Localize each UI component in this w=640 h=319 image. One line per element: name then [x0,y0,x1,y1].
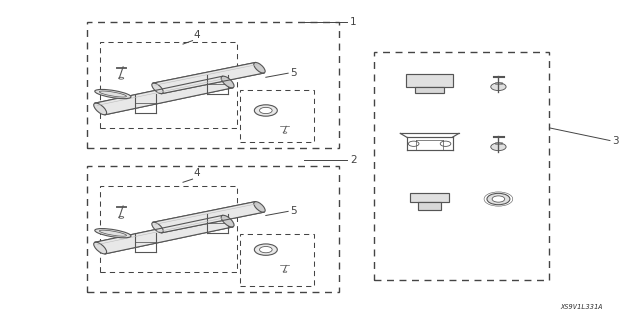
Circle shape [487,193,510,205]
Ellipse shape [152,222,163,233]
Ellipse shape [95,229,131,238]
Circle shape [431,78,442,84]
Circle shape [260,247,272,253]
Polygon shape [410,193,449,202]
Circle shape [254,244,277,255]
Bar [241,234,314,286]
Ellipse shape [254,63,265,73]
Ellipse shape [219,214,228,220]
Ellipse shape [95,89,131,99]
Ellipse shape [149,95,154,98]
Bar [241,90,314,142]
Circle shape [254,105,277,116]
Circle shape [260,108,272,114]
Polygon shape [418,202,442,210]
Bar [100,186,237,272]
Text: 2: 2 [350,154,356,165]
Circle shape [412,78,422,84]
Ellipse shape [219,75,228,81]
Polygon shape [153,63,264,93]
Ellipse shape [221,77,225,79]
Circle shape [440,141,451,146]
Ellipse shape [254,202,265,212]
Ellipse shape [221,76,234,88]
Polygon shape [95,215,232,254]
Polygon shape [153,202,264,233]
Text: 5: 5 [290,206,297,216]
Ellipse shape [221,216,225,219]
Ellipse shape [93,103,107,115]
Circle shape [432,196,443,201]
Bar [88,166,339,292]
Bar [88,22,339,148]
Polygon shape [95,76,232,115]
Text: 1: 1 [350,17,356,27]
Circle shape [491,143,506,151]
Text: 4: 4 [194,168,200,178]
Ellipse shape [149,234,154,237]
Circle shape [492,196,505,202]
Circle shape [425,87,434,92]
Text: 4: 4 [194,30,200,40]
Text: XS9V1L331A: XS9V1L331A [560,304,602,310]
Bar [374,52,549,280]
Ellipse shape [93,242,107,254]
Bar [100,42,237,128]
Ellipse shape [147,233,156,239]
Circle shape [415,196,426,201]
Polygon shape [415,86,444,93]
Circle shape [408,141,419,146]
Text: 5: 5 [290,68,297,78]
Circle shape [491,83,506,91]
Text: 3: 3 [612,136,618,146]
Ellipse shape [221,215,234,227]
Ellipse shape [147,94,156,100]
Ellipse shape [152,83,163,94]
Polygon shape [406,74,454,86]
Circle shape [425,204,435,208]
